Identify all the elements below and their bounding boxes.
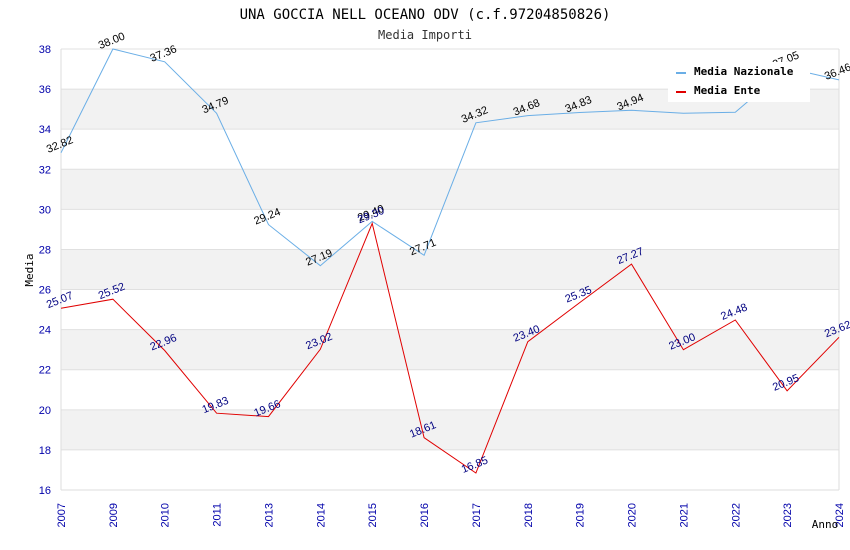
y-tick-label: 18 [39,445,51,457]
y-tick-label: 22 [39,365,51,377]
x-tick-label: 2017 [471,503,483,527]
y-tick-label: 30 [39,204,51,216]
x-axis: 2007 2009 2010 2011 2013 2014 2015 2016 2017 2018… [56,503,846,527]
y-tick-label: 28 [39,244,51,256]
legend-box [668,62,810,102]
series-lines [60,48,840,474]
x-tick-label: 2022 [730,503,742,527]
series-line-nazionale [60,48,840,267]
x-tick-label: 2019 [575,503,587,527]
y-tick-label: 36 [39,84,51,96]
y-tick-label: 38 [39,44,51,56]
x-tick-label: 2011 [212,503,224,527]
plot-background [60,48,840,491]
series-line-ente [60,221,840,474]
y-tick-label: 32 [39,164,51,176]
legend-label-nazionale: Media Nazionale [694,65,794,78]
plot-band [61,329,839,370]
y-tick-label: 20 [39,405,51,417]
x-tick-label: 2013 [263,503,275,527]
x-tick-label: 2018 [523,503,535,527]
x-tick-label: 2021 [678,503,690,527]
x-tick-label: 2007 [56,503,68,527]
x-axis-label: Anno [812,518,839,531]
y-tick-label: 26 [39,285,51,297]
x-tick-label: 2016 [419,503,431,527]
x-tick-label: 2020 [627,503,639,527]
x-tick-label: 2010 [160,503,172,527]
legend-label-ente: Media Ente [694,84,761,97]
plot-band [61,249,839,290]
y-tick-label: 24 [39,325,51,337]
x-tick-label: 2024 [834,503,846,527]
x-tick-label: 2015 [367,503,379,527]
plot-band [61,409,839,450]
legend: Media Nazionale Media Ente [668,62,810,102]
y-axis: 16 18 20 22 24 26 28 30 32 34 36 38 [39,44,51,497]
x-tick-label: 2009 [108,503,120,527]
chart-subtitle: Media Importi [378,28,472,42]
chart-title: UNA GOCCIA NELL OCEANO ODV (c.f.97204850… [240,7,611,23]
y-axis-label: Media [23,253,36,286]
y-tick-label: 16 [39,485,51,497]
x-tick-label: 2014 [315,503,327,527]
y-tick-label: 34 [39,124,51,136]
x-tick-label: 2023 [782,503,794,527]
